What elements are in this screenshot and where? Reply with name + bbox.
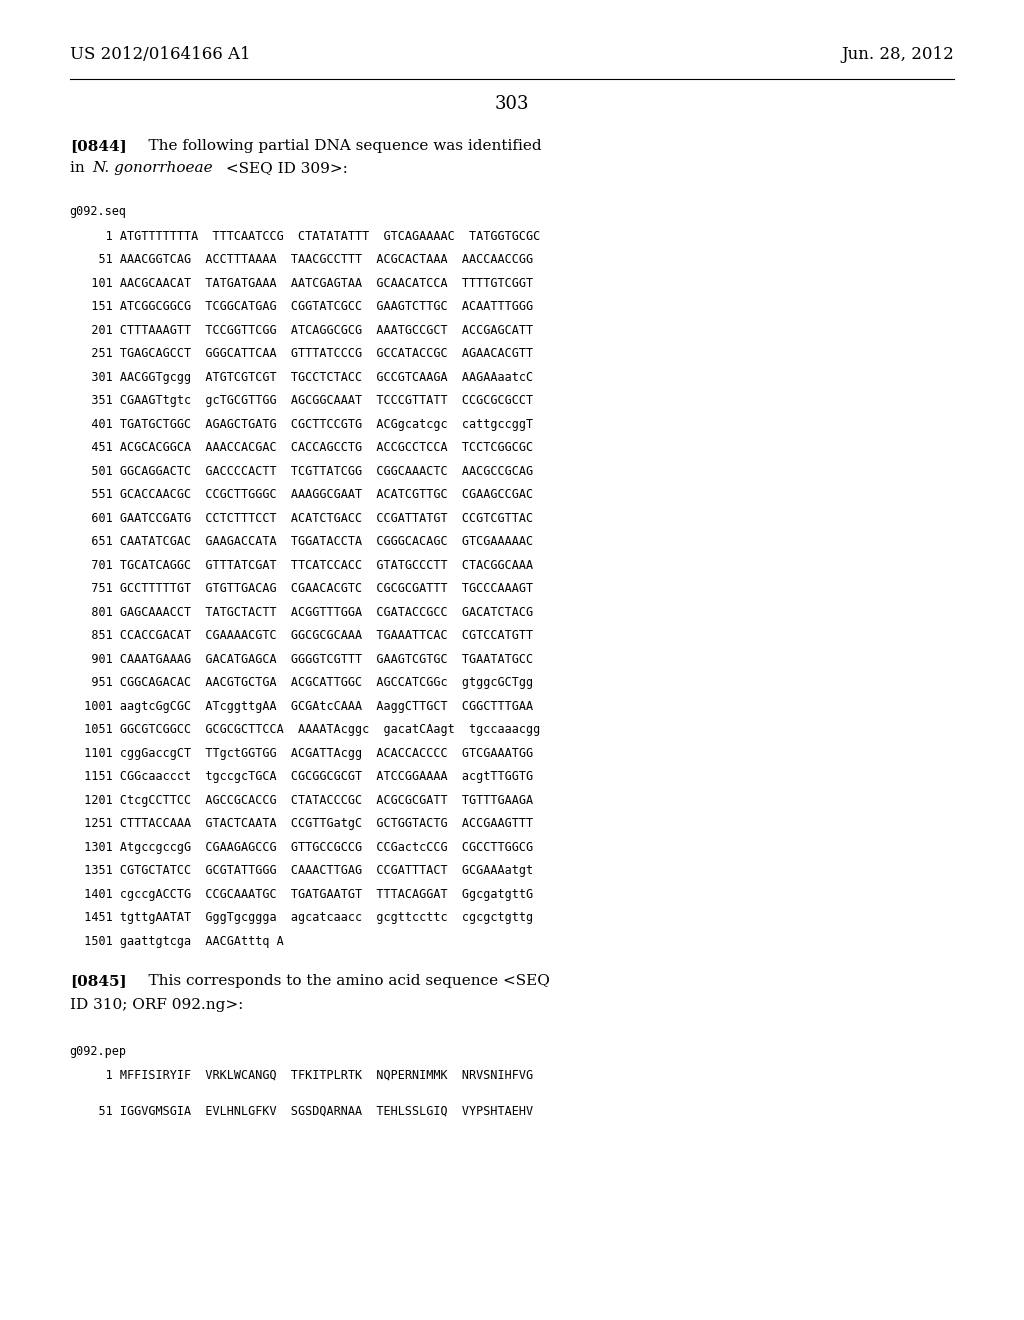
- Text: 51 IGGVGMSGIA  EVLHNLGFKV  SGSDQARNAA  TEHLSSLGIQ  VYPSHTAEHV: 51 IGGVGMSGIA EVLHNLGFKV SGSDQARNAA TEHL…: [70, 1104, 532, 1117]
- Text: N. gonorrhoeae: N. gonorrhoeae: [92, 161, 213, 176]
- Text: g092.seq: g092.seq: [70, 205, 127, 218]
- Text: <SEQ ID 309>:: <SEQ ID 309>:: [221, 161, 348, 176]
- Text: 551 GCACCAACGC  CCGCTTGGGC  AAAGGCGAAT  ACATCGTTGC  CGAAGCCGAC: 551 GCACCAACGC CCGCTTGGGC AAAGGCGAAT ACA…: [70, 488, 532, 502]
- Text: 801 GAGCAAACCT  TATGCTACTT  ACGGTTTGGA  CGATACCGCC  GACATCTACG: 801 GAGCAAACCT TATGCTACTT ACGGTTTGGA CGA…: [70, 606, 532, 619]
- Text: 1 MFFISIRYIF  VRKLWCANGQ  TFKITPLRTK  NQPERNIMMK  NRVSNIHFVG: 1 MFFISIRYIF VRKLWCANGQ TFKITPLRTK NQPER…: [70, 1069, 532, 1082]
- Text: 1151 CGGcaaccct  tgccgcTGCA  CGCGGCGCGT  ATCCGGAAAA  acgtTTGGTG: 1151 CGGcaaccct tgccgcTGCA CGCGGCGCGT AT…: [70, 770, 532, 783]
- Text: [0844]: [0844]: [70, 139, 126, 153]
- Text: 1351 CGTGCTATCC  GCGTATTGGG  CAAACTTGAG  CCGATTTACT  GCGAAAatgt: 1351 CGTGCTATCC GCGTATTGGG CAAACTTGAG CC…: [70, 865, 532, 876]
- Text: 1401 cgccgACCTG  CCGCAAATGC  TGATGAATGT  TTTACAGGAT  GgcgatgttG: 1401 cgccgACCTG CCGCAAATGC TGATGAATGT TT…: [70, 887, 532, 900]
- Text: in: in: [70, 161, 89, 176]
- Text: 1501 gaattgtcga  AACGAtttq A: 1501 gaattgtcga AACGAtttq A: [70, 935, 284, 948]
- Text: This corresponds to the amino acid sequence <SEQ: This corresponds to the amino acid seque…: [129, 974, 550, 987]
- Text: US 2012/0164166 A1: US 2012/0164166 A1: [70, 46, 250, 63]
- Text: 1251 CTTTACCAAA  GTACTCAATA  CCGTTGatgC  GCTGGTACTG  ACCGAAGTTT: 1251 CTTTACCAAA GTACTCAATA CCGTTGatgC GC…: [70, 817, 532, 830]
- Text: 1101 cggGaccgCT  TTgctGGTGG  ACGATTAcgg  ACACCACCCC  GTCGAAATGG: 1101 cggGaccgCT TTgctGGTGG ACGATTAcgg AC…: [70, 747, 532, 759]
- Text: 1451 tgttgAATAT  GggTgcggga  agcatcaacc  gcgttccttc  cgcgctgttg: 1451 tgttgAATAT GggTgcggga agcatcaacc gc…: [70, 911, 532, 924]
- Text: The following partial DNA sequence was identified: The following partial DNA sequence was i…: [129, 139, 542, 153]
- Text: 151 ATCGGCGGCG  TCGGCATGAG  CGGTATCGCC  GAAGTCTTGC  ACAATTTGGG: 151 ATCGGCGGCG TCGGCATGAG CGGTATCGCC GAA…: [70, 300, 532, 313]
- Text: 51 AAACGGTCAG  ACCTTTAAAA  TAACGCCTTT  ACGCACTAAA  AACCAACCGG: 51 AAACGGTCAG ACCTTTAAAA TAACGCCTTT ACGC…: [70, 253, 532, 267]
- Text: 601 GAATCCGATG  CCTCTTTCCT  ACATCTGACC  CCGATTATGT  CCGTCGTTAC: 601 GAATCCGATG CCTCTTTCCT ACATCTGACC CCG…: [70, 512, 532, 524]
- Text: 651 CAATATCGAC  GAAGACCATA  TGGATACCTA  CGGGCACAGC  GTCGAAAAAC: 651 CAATATCGAC GAAGACCATA TGGATACCTA CGG…: [70, 535, 532, 548]
- Text: [0845]: [0845]: [70, 974, 126, 987]
- Text: 751 GCCTTTTTGT  GTGTTGACAG  CGAACACGTC  CGCGCGATTT  TGCCCAAAGT: 751 GCCTTTTTGT GTGTTGACAG CGAACACGTC CGC…: [70, 582, 532, 595]
- Text: 701 TGCATCAGGC  GTTTATCGAT  TTCATCCACC  GTATGCCCTT  CTACGGCAAA: 701 TGCATCAGGC GTTTATCGAT TTCATCCACC GTA…: [70, 558, 532, 572]
- Text: Jun. 28, 2012: Jun. 28, 2012: [842, 46, 954, 63]
- Text: 1051 GGCGTCGGCC  GCGCGCTTCCA  AAAATAcggc  gacatCAagt  tgccaaacgg: 1051 GGCGTCGGCC GCGCGCTTCCA AAAATAcggc g…: [70, 723, 540, 737]
- Text: 401 TGATGCTGGC  AGAGCTGATG  CGCTTCCGTG  ACGgcatcgc  cattgccggT: 401 TGATGCTGGC AGAGCTGATG CGCTTCCGTG ACG…: [70, 417, 532, 430]
- Text: 451 ACGCACGGCA  AAACCACGAC  CACCAGCCTG  ACCGCCTCCA  TCCTCGGCGC: 451 ACGCACGGCA AAACCACGAC CACCAGCCTG ACC…: [70, 441, 532, 454]
- Text: 1001 aagtcGgCGC  ATcggttgAA  GCGAtcCAAA  AaggCTTGCT  CGGCTTTGAA: 1001 aagtcGgCGC ATcggttgAA GCGAtcCAAA Aa…: [70, 700, 532, 713]
- Text: 201 CTTTAAAGTT  TCCGGTTCGG  ATCAGGCGCG  AAATGCCGCT  ACCGAGCATT: 201 CTTTAAAGTT TCCGGTTCGG ATCAGGCGCG AAA…: [70, 323, 532, 337]
- Text: 901 CAAATGAAAG  GACATGAGCA  GGGGTCGTTT  GAAGTCGTGC  TGAATATGCC: 901 CAAATGAAAG GACATGAGCA GGGGTCGTTT GAA…: [70, 652, 532, 665]
- Text: 951 CGGCAGACAC  AACGTGCTGA  ACGCATTGGC  AGCCATCGGc  gtggcGCTgg: 951 CGGCAGACAC AACGTGCTGA ACGCATTGGC AGC…: [70, 676, 532, 689]
- Text: 1201 CtcgCCTTCC  AGCCGCACCG  CTATACCCGC  ACGCGCGATT  TGTTTGAAGA: 1201 CtcgCCTTCC AGCCGCACCG CTATACCCGC AC…: [70, 793, 532, 807]
- Text: 101 AACGCAACAT  TATGATGAAA  AATCGAGTAA  GCAACATCCA  TTTTGTCGGT: 101 AACGCAACAT TATGATGAAA AATCGAGTAA GCA…: [70, 277, 532, 289]
- Text: 303: 303: [495, 95, 529, 114]
- Text: g092.pep: g092.pep: [70, 1045, 127, 1059]
- Text: 501 GGCAGGACTC  GACCCCACTT  TCGTTATCGG  CGGCAAACTC  AACGCCGCAG: 501 GGCAGGACTC GACCCCACTT TCGTTATCGG CGG…: [70, 465, 532, 478]
- Text: 351 CGAAGTtgtc  gcTGCGTTGG  AGCGGCAAAT  TCCCGTTATT  CCGCGCGCCT: 351 CGAAGTtgtc gcTGCGTTGG AGCGGCAAAT TCC…: [70, 395, 532, 407]
- Text: ID 310; ORF 092.ng>:: ID 310; ORF 092.ng>:: [70, 998, 243, 1011]
- Text: 1301 AtgccgccgG  CGAAGAGCCG  GTTGCCGCCG  CCGactcCCG  CGCCTTGGCG: 1301 AtgccgccgG CGAAGAGCCG GTTGCCGCCG CC…: [70, 841, 532, 854]
- Text: 851 CCACCGACAT  CGAAAACGTC  GGCGCGCAAA  TGAAATTCAC  CGTCCATGTT: 851 CCACCGACAT CGAAAACGTC GGCGCGCAAA TGA…: [70, 630, 532, 642]
- Text: 1 ATGTTTTTTTA  TTTCAATCCG  CTATATATTT  GTCAGAAAAC  TATGGTGCGC: 1 ATGTTTTTTTA TTTCAATCCG CTATATATTT GTCA…: [70, 230, 540, 243]
- Text: 251 TGAGCAGCCT  GGGCATTCAA  GTTTATCCCG  GCCATACCGC  AGAACACGTT: 251 TGAGCAGCCT GGGCATTCAA GTTTATCCCG GCC…: [70, 347, 532, 360]
- Text: 301 AACGGTgcgg  ATGTCGTCGT  TGCCTCTACC  GCCGTCAAGA  AAGAAaatcC: 301 AACGGTgcgg ATGTCGTCGT TGCCTCTACC GCC…: [70, 371, 532, 384]
